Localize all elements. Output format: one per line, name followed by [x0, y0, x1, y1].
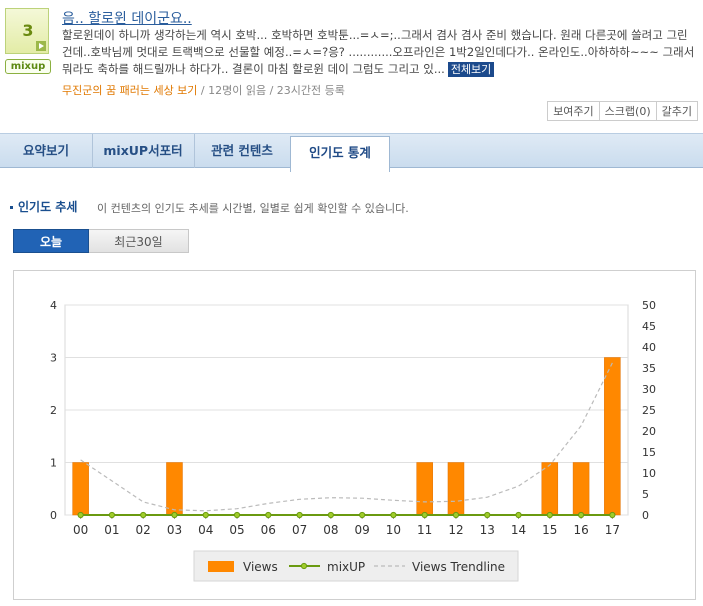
- post-title[interactable]: 음.. 할로윈 데이군요..: [62, 11, 192, 27]
- read-more-button[interactable]: 전체보기: [447, 62, 495, 77]
- x-tick-label: 07: [292, 523, 307, 537]
- mixup-point: [171, 511, 178, 519]
- y-left-tick-label: 3: [50, 352, 57, 365]
- y-right-tick-label: 25: [642, 404, 656, 417]
- x-tick-label: 12: [448, 523, 463, 537]
- y-right-tick-label: 20: [642, 425, 656, 438]
- x-tick-label: 15: [542, 523, 557, 537]
- mixup-point: [421, 511, 428, 519]
- y-right-tick-label: 45: [642, 320, 656, 333]
- y-right-tick-label: 50: [642, 299, 656, 312]
- x-tick-label: 02: [136, 523, 151, 537]
- post-meta: 무진군의 꿈 패러는 세상 보기 / 12명이 읽음 / 23시간전 등록: [62, 82, 345, 98]
- tab-related-content[interactable]: 관련 컨텐츠: [211, 143, 273, 158]
- views-trendline: [80, 362, 613, 512]
- tab-summary[interactable]: 요약보기: [0, 134, 93, 168]
- views-bar: [447, 462, 465, 516]
- mixup-logo: mixup: [5, 59, 51, 74]
- mixup-point: [77, 511, 84, 519]
- scrap-button[interactable]: 스크랩(0): [598, 102, 656, 120]
- rank-number: 3: [22, 21, 34, 40]
- x-tick-label: 13: [480, 523, 495, 537]
- section-title: 인기도 추세: [10, 198, 77, 215]
- tab-bar: 요약보기 mixUP서포터 관련 컨텐츠 인기도 통계: [0, 133, 703, 172]
- y-left-tick-label: 2: [50, 404, 57, 417]
- views-bar: [72, 462, 89, 516]
- legend-views-label: Views: [243, 560, 278, 574]
- x-tick-label: 01: [104, 523, 119, 537]
- mixup-point: [296, 511, 303, 519]
- section-subtitle: 이 컨텐츠의 인기도 추세를 시간별, 일별로 쉽게 확인할 수 있습니다.: [97, 202, 409, 215]
- x-tick-label: 00: [73, 523, 88, 537]
- x-tick-label: 06: [261, 523, 276, 537]
- legend-mixup-point: [300, 562, 308, 570]
- y-right-tick-label: 30: [642, 383, 656, 396]
- y-right-tick-label: 15: [642, 446, 656, 459]
- x-tick-label: 14: [511, 523, 526, 537]
- x-tick-label: 09: [354, 523, 369, 537]
- views-bar: [541, 462, 559, 516]
- period-selector: 오늘 최근30일: [13, 229, 189, 253]
- mixup-point: [233, 511, 241, 519]
- y-left-tick-label: 0: [50, 509, 57, 522]
- mixup-point: [452, 511, 460, 519]
- x-tick-label: 03: [167, 523, 182, 537]
- mixup-point: [202, 511, 209, 519]
- period-today-button[interactable]: 오늘: [13, 229, 89, 253]
- y-left-tick-label: 1: [50, 457, 57, 470]
- mixup-point: [359, 511, 366, 519]
- play-icon[interactable]: [36, 41, 46, 51]
- section-title-text: 인기도 추세: [18, 200, 78, 214]
- mixup-point: [577, 511, 585, 519]
- post-meta-text: / 12명이 읽음 / 23시간전 등록: [197, 84, 345, 97]
- tab-popularity-stats[interactable]: 인기도 통계: [290, 136, 390, 172]
- x-tick-label: 04: [198, 523, 213, 537]
- views-bar: [416, 462, 433, 516]
- x-tick-label: 05: [229, 523, 244, 537]
- legend-views-swatch: [208, 561, 234, 572]
- x-tick-label: 11: [417, 523, 432, 537]
- mixup-point: [546, 511, 553, 519]
- legend-mixup-label: mixUP: [327, 560, 365, 574]
- mixup-point: [484, 511, 491, 519]
- y-right-tick-label: 35: [642, 362, 656, 375]
- x-tick-label: 10: [386, 523, 401, 537]
- legend-trend-label: Views Trendline: [412, 560, 505, 574]
- mixup-point: [265, 511, 272, 519]
- y-left-tick-label: 4: [50, 299, 57, 312]
- mixup-point: [327, 511, 334, 519]
- period-30days-button[interactable]: 최근30일: [89, 229, 189, 253]
- bullet-icon: [10, 206, 13, 209]
- x-tick-label: 16: [573, 523, 588, 537]
- mixup-point: [108, 511, 116, 519]
- views-bar: [166, 462, 183, 516]
- views-bar: [572, 462, 590, 516]
- mixup-point: [140, 511, 147, 519]
- y-right-tick-label: 0: [642, 509, 649, 522]
- x-tick-label: 17: [605, 523, 620, 537]
- chart-panel: 0 1 2 3 4 0 5 10 15 20 25 30 35 40 45 50 00 01 02 03 04 05 06 0…: [13, 270, 696, 600]
- post-actions: 보여주기 스크랩(0) 갈추기: [547, 101, 698, 121]
- y-right-tick-label: 5: [642, 488, 649, 501]
- views-bar: [604, 357, 621, 516]
- post-description: 할로윈데이 하니까 생각하는게 역시 호박... 호박하면 호박툰...=ㅅ=;…: [62, 27, 698, 78]
- post-description-text: 할로윈데이 하니까 생각하는게 역시 호박... 호박하면 호박툰...=ㅅ=;…: [62, 28, 695, 76]
- y-right-tick-label: 10: [642, 467, 656, 480]
- legend-box: [193, 550, 519, 582]
- mixup-point: [515, 511, 522, 519]
- rank-box: 3: [5, 8, 49, 54]
- tab-mixup-supporter[interactable]: mixUP서포터: [92, 134, 195, 168]
- mixup-point: [390, 511, 397, 519]
- mixup-point: [609, 511, 616, 519]
- hide-button[interactable]: 갈추기: [655, 102, 697, 120]
- y-right-tick-label: 40: [642, 341, 656, 354]
- show-button[interactable]: 보여주기: [553, 105, 594, 118]
- rank-badge: 3 mixup: [5, 8, 51, 74]
- x-tick-label: 08: [323, 523, 338, 537]
- author-link[interactable]: 무진군의 꿈 패러는 세상 보기: [62, 84, 198, 97]
